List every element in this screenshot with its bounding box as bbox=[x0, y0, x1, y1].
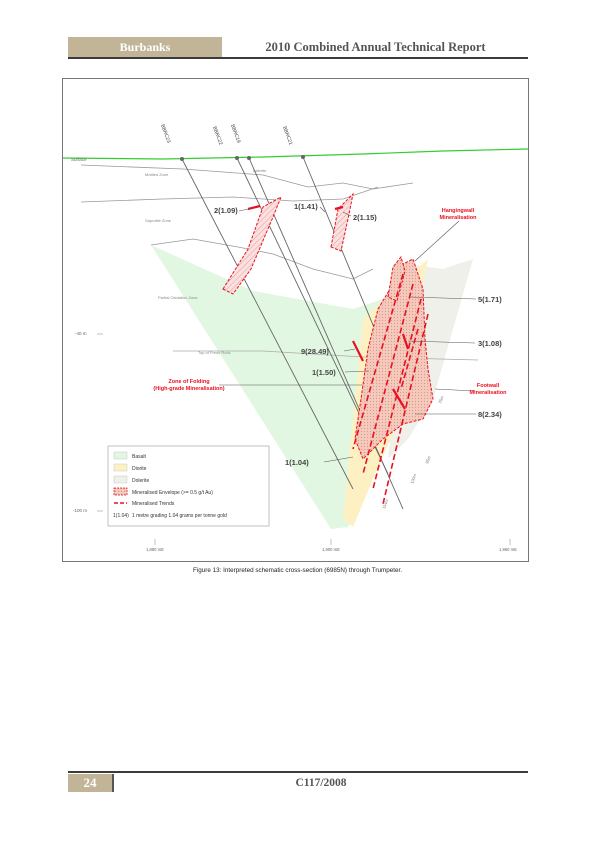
zone-label: Laterite bbox=[253, 168, 267, 173]
legend-label: Diorite bbox=[132, 466, 147, 472]
leader-line bbox=[414, 220, 460, 262]
legend-label: Basalt bbox=[132, 454, 147, 460]
hole-depth-label: 100m bbox=[409, 473, 417, 485]
footer-code: C117/2008 bbox=[295, 777, 347, 789]
cross-section-figure: BBRC23 BBRC22 BBRC19 BBRC21 75m 95m 114m… bbox=[62, 78, 529, 562]
zone-label: Mottled Zone bbox=[145, 172, 169, 177]
legend-swatch-dolerite bbox=[113, 475, 128, 484]
leader-line bbox=[238, 207, 254, 212]
hangingwall-label: Mineralisation bbox=[440, 215, 478, 221]
footwall-label: Footwall bbox=[477, 383, 500, 389]
depth-label: -100 m bbox=[73, 508, 87, 513]
intercept-label: 5(1.71) bbox=[478, 295, 502, 304]
legend-swatch-diorite bbox=[113, 463, 128, 472]
intercept-label: 2(1.15) bbox=[353, 213, 377, 222]
drillhole-label: BBRC21 bbox=[281, 126, 293, 147]
leader-line bbox=[343, 348, 356, 352]
leader-line bbox=[323, 456, 354, 463]
leader-line bbox=[342, 211, 352, 217]
zone-label: Top of Fresh Rock bbox=[198, 350, 230, 355]
header-report-title: 2010 Combined Annual Technical Report bbox=[265, 39, 486, 54]
legend-label: Dolerite bbox=[132, 478, 149, 484]
mottled-zone-boundary bbox=[80, 164, 414, 190]
legend-label: Mineralised Trends bbox=[132, 501, 175, 507]
collar-bbrc19 bbox=[247, 156, 251, 160]
zone-label: Partial Oxidation Zone bbox=[158, 295, 198, 300]
leader-line bbox=[434, 388, 476, 392]
intercept-mark bbox=[392, 388, 406, 410]
footwall-label: Mineralisation bbox=[470, 390, 508, 396]
intercept-label: 2(1.09) bbox=[214, 206, 238, 215]
cross-section-svg: BBRC23 BBRC22 BBRC19 BBRC21 75m 95m 114m… bbox=[63, 124, 528, 552]
leader-line bbox=[319, 206, 326, 213]
mineralised-trends bbox=[352, 273, 429, 505]
easting-label: 1,880 mE bbox=[146, 547, 164, 552]
hole-depth-label: 114m bbox=[381, 498, 389, 509]
folding-label: Zone of Folding bbox=[168, 379, 209, 385]
intercept-mark bbox=[352, 340, 364, 362]
legend: Basalt Diorite Dolerite Mineralised Enve… bbox=[107, 445, 270, 527]
legend-label: Mineralised Envelope (>= 0.5 g/t Au) bbox=[132, 490, 213, 496]
header-rule bbox=[68, 57, 528, 59]
legend-example-code: 1(1.04) bbox=[113, 513, 129, 519]
figure-caption: Figure 13: Interpreted schematic cross-s… bbox=[193, 567, 402, 574]
legend-swatch-basalt bbox=[113, 451, 128, 460]
leader-line bbox=[407, 340, 476, 344]
legend-example-text: 1 metre grading 1.04 grams per tonne gol… bbox=[132, 513, 227, 519]
drillhole-label: BBRC22 bbox=[211, 126, 223, 147]
legend-swatch-envelope bbox=[113, 487, 128, 496]
page-number: 24 bbox=[68, 774, 112, 792]
leader-line bbox=[408, 296, 477, 300]
intercept-label: 1(1.04) bbox=[285, 458, 309, 467]
intercept-label: 8(2.34) bbox=[478, 410, 502, 419]
mineralised-envelope bbox=[222, 195, 282, 295]
collar-bbrc22 bbox=[235, 156, 239, 160]
partial-oxidation-boundary bbox=[150, 238, 374, 280]
easting-label: 1,960 mE bbox=[499, 547, 517, 552]
folding-label: (High-grade Mineralisation) bbox=[153, 386, 224, 392]
page-number-divider bbox=[112, 774, 114, 792]
drillhole-label: BBRC19 bbox=[229, 124, 241, 145]
hole-depth-label: 95m bbox=[424, 455, 432, 465]
depth-label: -40 m bbox=[75, 331, 87, 336]
intercept-label: 1(1.50) bbox=[312, 368, 336, 377]
mineralised-envelope bbox=[330, 192, 354, 252]
intercept-label: 1(1.41) bbox=[294, 202, 318, 211]
intercept-mark bbox=[334, 205, 344, 211]
hole-depth-label: 75m bbox=[437, 395, 445, 405]
surface-label: Surface bbox=[71, 157, 87, 162]
collar-bbrc23 bbox=[180, 157, 184, 161]
zone-label: Saprolite Zone bbox=[145, 218, 172, 223]
saprolite-boundary bbox=[80, 186, 379, 203]
surface-line bbox=[63, 148, 528, 160]
easting-label: 1,900 mE bbox=[322, 547, 340, 552]
collar-bbrc21 bbox=[301, 155, 305, 159]
leader-line bbox=[344, 370, 370, 373]
intercept-mark bbox=[401, 333, 410, 350]
header-section-title: Burbanks bbox=[68, 37, 222, 57]
intercept-label: 3(1.08) bbox=[478, 339, 502, 348]
drillhole-label: BBRC23 bbox=[159, 124, 171, 145]
hangingwall-label: Hangingwall bbox=[442, 208, 475, 214]
footer-rule bbox=[68, 771, 528, 773]
intercept-label: 9(28.49) bbox=[301, 347, 329, 356]
